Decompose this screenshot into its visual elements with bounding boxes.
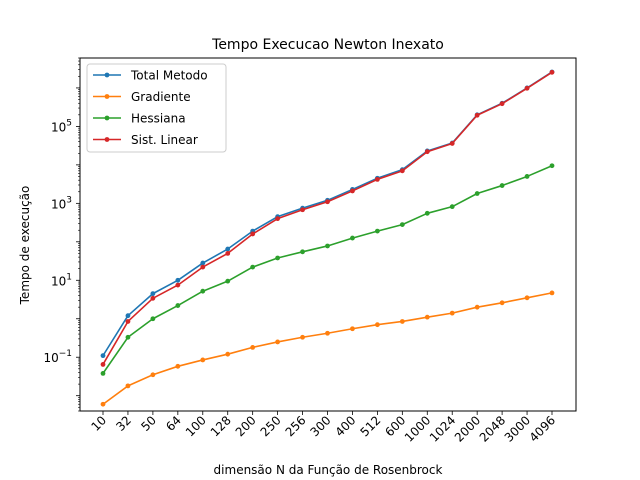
data-point-sist-linear [150, 295, 156, 301]
y-tick-label: 103 [51, 195, 72, 211]
y-axis-label: Tempo de execução [18, 186, 32, 306]
data-point-sist-linear [200, 264, 206, 270]
data-point-gradiente [399, 319, 405, 324]
data-point-hessiana [100, 370, 106, 376]
data-point-hessiana [275, 255, 281, 261]
legend-label: Gradiente [131, 90, 191, 104]
data-point-total-metodo [100, 353, 106, 359]
data-point-hessiana [150, 316, 156, 322]
data-point-gradiente [549, 290, 555, 296]
data-point-hessiana [399, 222, 405, 228]
legend-label: Hessiana [131, 112, 186, 126]
data-point-hessiana [549, 163, 555, 169]
y-axis: 10−1 101 103 105 [43, 57, 80, 412]
data-point-hessiana [125, 334, 131, 340]
data-point-sist-linear [424, 149, 430, 155]
data-point-gradiente [424, 314, 430, 320]
legend-marker [104, 115, 110, 121]
data-point-hessiana [300, 249, 305, 255]
legend-marker [104, 72, 110, 78]
data-point-sist-linear [125, 319, 131, 324]
data-point-hessiana [524, 174, 530, 179]
data-point-gradiente [125, 383, 131, 389]
data-point-sist-linear [374, 176, 380, 182]
data-point-hessiana [175, 303, 181, 308]
data-point-gradiente [374, 322, 380, 328]
data-point-gradiente [300, 334, 305, 340]
data-point-sist-linear [549, 69, 555, 75]
data-point-hessiana [424, 210, 430, 216]
y-tick-label: 10−1 [43, 349, 72, 365]
data-point-sist-linear [524, 85, 530, 91]
data-point-sist-linear [300, 207, 305, 213]
chart-title: Tempo Execucao Newton Inexato [211, 37, 444, 53]
data-point-hessiana [200, 288, 206, 294]
legend-label: Total Metodo [130, 69, 208, 83]
y-tick-label: 105 [51, 118, 72, 134]
data-point-hessiana [474, 191, 480, 196]
data-point-hessiana [449, 204, 455, 210]
legend-marker [104, 94, 110, 99]
data-point-gradiente [275, 339, 281, 345]
data-point-gradiente [225, 351, 231, 357]
data-point-gradiente [474, 304, 480, 310]
data-point-gradiente [524, 295, 530, 301]
data-point-sist-linear [275, 216, 281, 222]
data-point-total-metodo [225, 246, 231, 252]
data-point-sist-linear [499, 101, 505, 107]
data-point-hessiana [350, 235, 355, 241]
x-axis-label: dimensão N da Função de Rosenbrock [214, 463, 443, 477]
data-point-sist-linear [474, 112, 480, 118]
data-point-hessiana [225, 278, 231, 284]
data-point-hessiana [325, 243, 330, 249]
data-point-gradiente [449, 310, 455, 316]
data-point-hessiana [499, 183, 505, 188]
data-point-hessiana [374, 228, 380, 234]
legend: Total Metodo Gradiente Hessiana Sist. Linea… [86, 63, 227, 153]
data-point-gradiente [350, 326, 355, 332]
data-point-hessiana [250, 264, 256, 270]
data-point-sist-linear [175, 282, 181, 288]
data-point-sist-linear [100, 362, 106, 367]
data-point-gradiente [150, 372, 156, 378]
data-point-gradiente [499, 300, 505, 306]
data-point-sist-linear [350, 188, 355, 194]
data-point-total-metodo [175, 277, 181, 283]
data-point-gradiente [200, 357, 206, 363]
legend-marker [104, 137, 110, 142]
data-point-gradiente [100, 401, 106, 407]
data-point-gradiente [325, 330, 330, 336]
series-layer [100, 69, 555, 407]
data-point-gradiente [175, 363, 181, 369]
legend-label: Sist. Linear [131, 133, 198, 147]
data-point-total-metodo [125, 313, 131, 319]
data-point-sist-linear [325, 199, 330, 205]
data-point-total-metodo [150, 291, 156, 297]
data-point-gradiente [250, 345, 256, 350]
legend-box [86, 63, 227, 153]
data-point-total-metodo [200, 260, 206, 266]
data-point-sist-linear [449, 141, 455, 146]
y-tick-label: 101 [51, 272, 72, 288]
data-point-sist-linear [250, 231, 256, 237]
data-point-sist-linear [225, 250, 231, 256]
data-point-sist-linear [399, 168, 405, 174]
